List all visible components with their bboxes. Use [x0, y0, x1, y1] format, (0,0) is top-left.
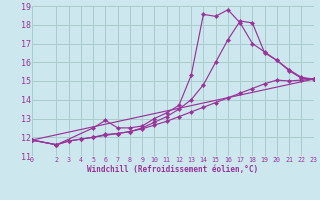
X-axis label: Windchill (Refroidissement éolien,°C): Windchill (Refroidissement éolien,°C) [87, 165, 258, 174]
